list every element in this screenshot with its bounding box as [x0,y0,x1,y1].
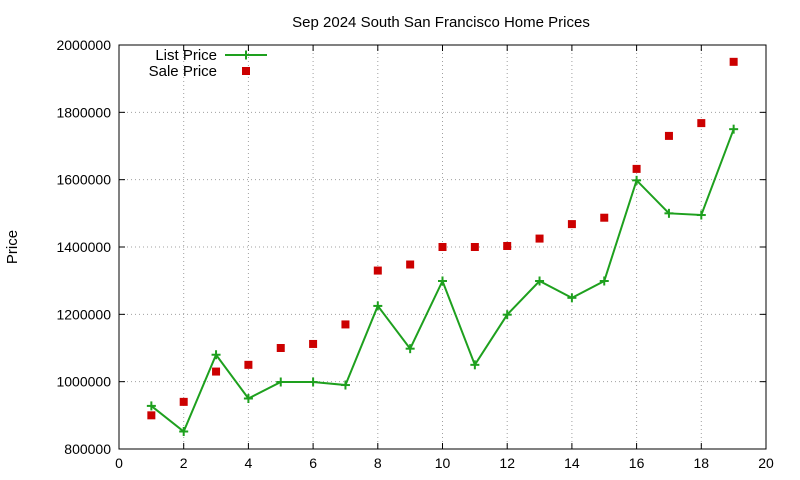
y-tick-label: 1000000 [56,374,111,390]
y-tick-label: 1200000 [56,306,111,322]
list-price-point [373,301,383,311]
x-tick-label: 4 [245,455,253,471]
list-price-point [308,377,318,387]
y-axis-label: Price [4,230,21,264]
sale-price-point [438,243,447,251]
y-tick-label: 2000000 [56,37,111,53]
x-tick-label: 6 [309,455,317,471]
legend-label-list-price: List Price [155,47,217,64]
list-price-point [599,276,609,286]
x-tick-label: 2 [180,455,188,471]
list-price-point [340,380,350,390]
list-price-point [535,276,545,286]
list-price-point [146,401,156,411]
list-price-point [438,276,447,286]
sale-price-point [244,360,253,369]
axis-ticks: 0 2 4 6 8 10 12 14 16 18 20 800000 1000000 1200000 140… [56,37,774,471]
sale-price-point [373,266,382,275]
list-price-point [276,377,286,387]
sale-price-point [147,411,156,420]
y-tick-label: 1400000 [56,239,111,255]
list-price-point [470,360,480,370]
sale-price-point [341,320,350,329]
y-tick-label: 1600000 [56,172,111,188]
list-price-point [502,310,512,320]
x-tick-label: 10 [435,455,451,471]
list-price-point [405,344,415,354]
x-tick-label: 18 [694,455,710,471]
legend-plus-marker [241,50,251,60]
legend-square-marker [242,67,250,75]
chart-title: Sep 2024 South San Francisco Home Prices [292,14,590,31]
list-price-point [179,426,189,436]
sale-price-point [276,344,285,352]
series-list-price [146,124,739,436]
list-price-point [729,124,739,134]
x-tick-label: 20 [758,455,774,471]
x-tick-label: 8 [374,455,382,471]
list-price-point [567,293,577,303]
sale-price-point [600,213,609,222]
sale-price-point [729,57,738,66]
y-tick-label: 1800000 [56,104,111,120]
sale-price-point [212,367,221,376]
series-sale-price [147,57,738,420]
data-series [146,57,739,436]
list-price-point [243,394,253,403]
sale-price-point [567,220,576,229]
legend-label-sale-price: Sale Price [149,63,217,80]
list-price-point [211,350,221,360]
sale-price-point [470,243,479,251]
sale-price-point [406,260,415,269]
list-price-point [664,208,674,218]
x-tick-label: 12 [499,455,515,471]
x-tick-label: 0 [115,455,123,471]
sale-price-point [309,339,318,348]
sale-price-point [179,397,188,406]
list-price-point [632,175,642,185]
sale-price-point [632,164,641,173]
sale-price-point [535,234,544,243]
y-tick-label: 800000 [64,441,111,457]
sale-price-point [697,119,706,128]
sale-price-point [664,131,673,140]
x-tick-label: 16 [629,455,645,471]
x-tick-label: 14 [564,455,580,471]
sale-price-point [503,241,512,250]
list-price-point [696,210,706,220]
